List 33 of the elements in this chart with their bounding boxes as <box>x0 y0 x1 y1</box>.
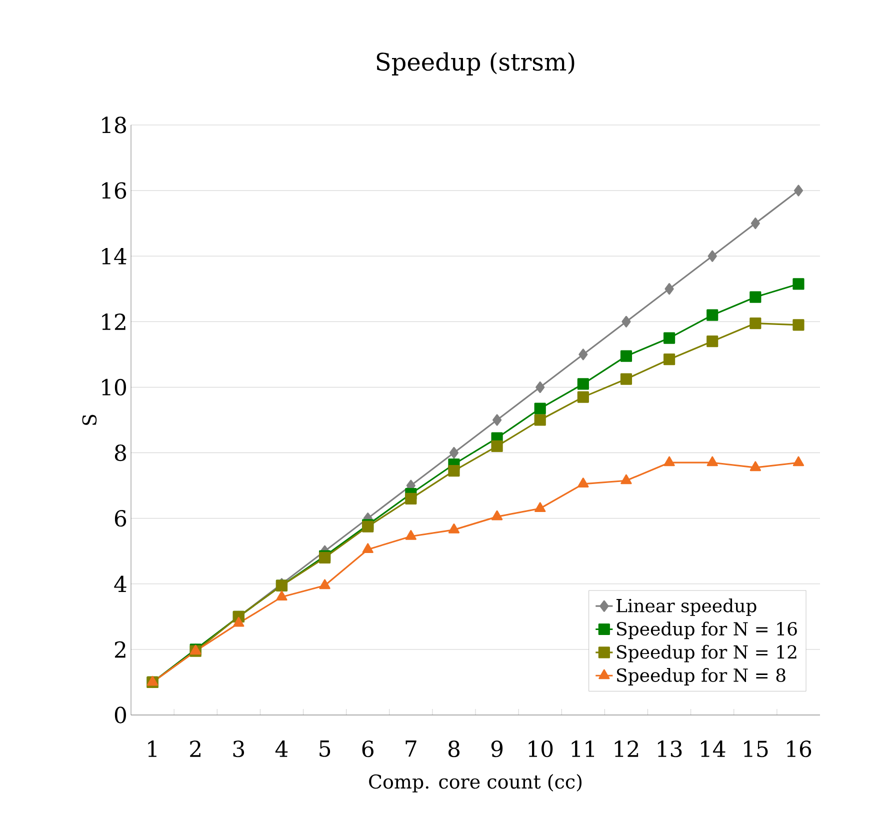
x-tick-label: 1 <box>148 740 156 757</box>
x-tick-label: 13 <box>658 740 682 758</box>
y-tick-label: 0 <box>114 706 126 724</box>
y-tick-label: 16 <box>102 182 126 199</box>
x-tick-label: 8 <box>448 740 460 758</box>
x-tick-label: 15 <box>744 740 768 758</box>
x-tick-label: 9 <box>491 740 503 758</box>
x-tick-label: 16 <box>787 740 812 758</box>
x-tick-label: 4 <box>275 740 288 757</box>
x-tick-label: 5 <box>320 740 330 757</box>
y-tick-label: 12 <box>102 314 126 330</box>
x-tick-label: 14 <box>701 740 726 757</box>
y-tick-label: 2 <box>114 641 126 658</box>
legend-label: Speedup for N = 16 <box>617 622 797 640</box>
chart-title: Speedup (strsm) <box>376 52 574 76</box>
x-tick-label: 2 <box>190 740 200 757</box>
x-tick-label: 11 <box>572 740 594 757</box>
x-tick-label: 10 <box>528 740 553 758</box>
y-tick-label: 18 <box>102 116 126 134</box>
y-tick-label: 4 <box>114 576 126 592</box>
y-tick-label: 8 <box>114 444 126 462</box>
y-tick-label: 6 <box>114 510 126 527</box>
legend-label: Speedup for N = 8 <box>617 668 786 686</box>
x-tick-label: 3 <box>233 740 244 758</box>
y-axis-title: S <box>82 414 97 425</box>
x-axis-title: Comp. core count (cc) <box>369 774 582 792</box>
x-tick-label: 6 <box>362 740 374 758</box>
x-tick-label: 7 <box>406 740 416 757</box>
y-tick-label: 14 <box>102 248 126 264</box>
legend-label: Linear speedup <box>616 598 756 616</box>
x-tick-label: 12 <box>614 740 638 757</box>
legend-label: Speedup for N = 12 <box>617 644 796 662</box>
y-tick-label: 10 <box>102 378 126 396</box>
